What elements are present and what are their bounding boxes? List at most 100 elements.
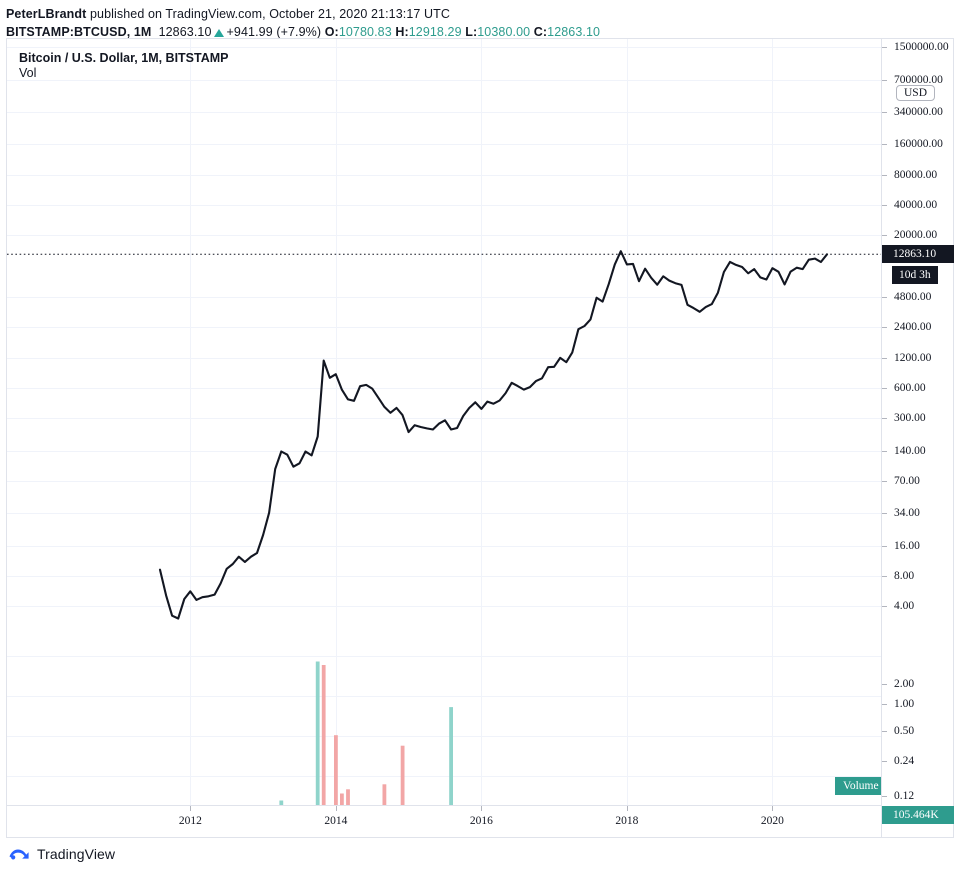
low-label: L:	[465, 25, 478, 39]
chart-legend: Bitcoin / U.S. Dollar, 1M, BITSTAMP Vol	[19, 51, 229, 81]
volume-bar	[340, 793, 344, 805]
price-line	[158, 250, 829, 620]
up-triangle-icon	[213, 29, 224, 37]
gridline-horizontal	[7, 144, 881, 145]
open-value: 10780.83	[338, 25, 392, 39]
gridline-horizontal	[7, 297, 881, 298]
gridline-horizontal	[7, 235, 881, 236]
countdown-badge: 10d 3h	[892, 266, 938, 285]
chart-container[interactable]: Bitcoin / U.S. Dollar, 1M, BITSTAMP Vol …	[6, 38, 954, 838]
time-axis-label: 2018	[615, 815, 639, 827]
price-axis-label: 340000.00	[894, 105, 943, 118]
price-axis-tick	[882, 684, 887, 685]
author-name: PeterLBrandt	[6, 7, 87, 21]
price-axis-label: 20000.00	[894, 229, 938, 242]
time-axis-label: 2020	[760, 815, 784, 827]
volume-bar	[315, 661, 320, 805]
close-label: C:	[533, 25, 548, 39]
price-axis-label: 2.00	[894, 678, 915, 690]
price-axis-tick	[882, 112, 887, 113]
time-axis-tick	[336, 806, 337, 811]
published-text: published on TradingView.com, October 21…	[89, 7, 451, 21]
price-axis-tick	[882, 175, 887, 176]
price-axis-tick	[882, 205, 887, 206]
price-change: +941.99 (+7.9%)	[226, 25, 322, 39]
high-label: H:	[395, 25, 409, 39]
plot-bottom-separator	[7, 805, 881, 806]
price-axis-tick	[882, 451, 887, 452]
price-axis-tick	[882, 546, 887, 547]
open-label: O:	[324, 25, 339, 39]
price-axis-tick	[882, 576, 887, 577]
gridline-vertical	[627, 39, 628, 805]
price-axis-tick	[882, 80, 887, 81]
time-axis-label: 2014	[324, 815, 348, 827]
gridline-horizontal	[7, 546, 881, 547]
gridline-horizontal	[7, 736, 881, 737]
price-axis-tick	[882, 235, 887, 236]
legend-title: Bitcoin / U.S. Dollar, 1M, BITSTAMP	[19, 51, 229, 65]
price-plot-area[interactable]: Bitcoin / U.S. Dollar, 1M, BITSTAMP Vol …	[7, 39, 881, 805]
last-price: 12863.10	[158, 25, 212, 39]
price-axis-tick	[882, 731, 887, 732]
time-axis-label: 2012	[178, 815, 202, 827]
series-svg	[7, 250, 881, 805]
price-axis-tick	[882, 388, 887, 389]
gridline-horizontal	[7, 481, 881, 482]
price-axis[interactable]: USD 12863.10 10d 3h 105.464K 1500000.00 7…	[882, 39, 954, 838]
gridline-horizontal	[7, 513, 881, 514]
symbol-label: BITSTAMP:BTCUSD, 1M	[6, 25, 152, 39]
gridline-horizontal	[7, 606, 881, 607]
quote-line: BITSTAMP:BTCUSD, 1M 12863.10 +941.99 (+7.…	[6, 24, 960, 40]
price-axis-label: 1200.00	[894, 351, 932, 364]
gridline-horizontal	[7, 418, 881, 419]
price-axis-tick	[882, 297, 887, 298]
high-value: 12918.29	[408, 25, 462, 39]
current-price-badge: 12863.10	[882, 245, 954, 264]
price-axis-label: 40000.00	[894, 198, 938, 211]
price-axis-label: 1500000.00	[894, 41, 949, 53]
gridline-horizontal	[7, 656, 881, 657]
current-volume-badge: 105.464K	[882, 806, 954, 824]
price-axis-label: 160000.00	[894, 138, 943, 151]
time-axis-tick	[481, 806, 482, 811]
gridline-horizontal	[7, 80, 881, 81]
price-axis-label: 2400.00	[894, 321, 932, 334]
volume-bar	[346, 789, 350, 805]
gridline-horizontal	[7, 451, 881, 452]
price-axis-label: 8.00	[894, 569, 915, 582]
gridline-horizontal	[7, 776, 881, 777]
volume-bar	[449, 707, 453, 805]
price-axis-tick	[882, 796, 887, 797]
price-axis-tick	[882, 481, 887, 482]
price-axis-tick	[882, 704, 887, 705]
time-axis-label: 2016	[469, 815, 493, 827]
price-axis-label: 0.24	[894, 755, 915, 767]
price-axis-separator	[881, 39, 882, 838]
price-axis-label: 700000.00	[894, 74, 943, 87]
chart-header: PeterLBrandt published on TradingView.co…	[0, 0, 960, 42]
volume-bar	[382, 784, 387, 805]
gridline-horizontal	[7, 112, 881, 113]
price-axis-tick	[882, 606, 887, 607]
price-axis-label: 4.00	[894, 600, 915, 612]
price-axis-tick	[882, 358, 887, 359]
currency-badge[interactable]: USD	[896, 85, 936, 101]
time-axis-tick	[190, 806, 191, 811]
price-axis-tick	[882, 418, 887, 419]
volume-bar	[400, 745, 405, 805]
price-axis-label: 300.00	[894, 411, 926, 424]
gridline-vertical	[772, 39, 773, 805]
price-axis-label: 0.50	[894, 725, 915, 737]
gridline-horizontal	[7, 696, 881, 697]
brand-name: TradingView	[37, 846, 116, 862]
gridline-vertical	[336, 39, 337, 805]
time-axis[interactable]: 2012 2014 2016 2018 2020	[7, 806, 881, 838]
volume-bar	[321, 665, 326, 805]
volume-bars	[279, 661, 453, 805]
price-axis-label: 70.00	[894, 475, 920, 488]
price-axis-tick	[882, 47, 887, 48]
gridline-vertical	[481, 39, 482, 805]
price-axis-label: 140.00	[894, 445, 926, 458]
price-axis-tick	[882, 513, 887, 514]
